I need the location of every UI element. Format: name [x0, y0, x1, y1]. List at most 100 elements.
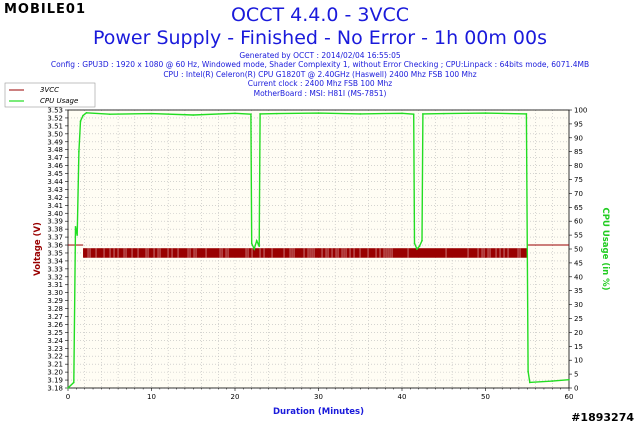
y2-tick-label: 25 [574, 315, 583, 323]
y-tick-label: 3.44 [47, 178, 63, 186]
y-tick-label: 3.47 [47, 154, 63, 162]
y2-tick-label: 45 [574, 259, 583, 267]
y-tick-label: 3.50 [47, 130, 63, 138]
y2-tick-label: 35 [574, 287, 583, 295]
info-clock: Current clock : 2400 Mhz FSB 100 Mhz [247, 79, 393, 88]
x-tick-label: 50 [481, 393, 490, 401]
cpu-usage-point [76, 234, 78, 236]
y2-tick-label: 80 [574, 162, 583, 170]
y-tick-label: 3.46 [47, 162, 63, 170]
cpu-usage-point [422, 113, 424, 115]
y-tick-label: 3.21 [47, 361, 63, 369]
y2-tick-label: 10 [574, 357, 583, 365]
cpu-usage-point [412, 113, 415, 115]
cpu-usage-point [413, 242, 416, 245]
y-tick-label: 3.28 [47, 305, 63, 313]
y2-tick-label: 40 [574, 273, 583, 281]
y-tick-label: 3.35 [47, 249, 63, 257]
y2-tick-label: 15 [574, 343, 583, 351]
y2-tick-label: 30 [574, 301, 583, 309]
y-tick-label: 3.25 [47, 329, 63, 337]
x-tick-label: 0 [66, 393, 70, 401]
y-tick-label: 3.18 [47, 385, 63, 393]
y2-tick-label: 50 [574, 246, 583, 254]
x-axis-label: Duration (Minutes) [273, 407, 364, 417]
y-tick-label: 3.20 [47, 369, 63, 377]
x-tick-label: 10 [147, 393, 156, 401]
cpu-usage-point [568, 378, 570, 381]
cpu-usage-point [250, 113, 252, 115]
y2-tick-label: 85 [574, 148, 583, 156]
x-tick-label: 30 [314, 393, 323, 401]
y-tick-label: 3.40 [47, 210, 63, 218]
chart-subtitle: Power Supply - Finished - No Error - 1h … [92, 27, 548, 49]
y-tick-label: 3.51 [47, 122, 63, 130]
y-tick-label: 3.22 [47, 353, 63, 361]
y-tick-label: 3.48 [47, 146, 63, 154]
y2-tick-label: 100 [574, 107, 587, 115]
y2-tick-label: 95 [574, 120, 583, 128]
info-generated: Generated by OCCT : 2014/02/04 16:55:05 [239, 51, 401, 60]
y-axis-label: Voltage (V) [33, 222, 43, 276]
cpu-usage-point [421, 239, 423, 242]
cpu-usage-point [527, 370, 529, 373]
y-tick-label: 3.49 [47, 138, 63, 146]
x-tick-label: 60 [565, 393, 574, 401]
watermark-id: #1893274 [571, 411, 634, 424]
y-tick-label: 3.19 [47, 377, 63, 385]
y-tick-label: 3.23 [47, 345, 63, 353]
plot-frame [67, 109, 570, 389]
y-tick-label: 3.39 [47, 218, 63, 226]
chart-title: OCCT 4.4.0 - 3VCC [230, 4, 410, 26]
y-tick-label: 3.43 [47, 186, 63, 194]
cpu-usage-point [234, 112, 236, 115]
y-tick-label: 3.30 [47, 289, 63, 297]
x-tick-label: 40 [398, 393, 407, 401]
y2-tick-label: 5 [574, 371, 578, 379]
y2-tick-label: 20 [574, 329, 583, 337]
cpu-usage-point [416, 248, 418, 250]
legend-box [4, 82, 96, 108]
y2-tick-label: 65 [574, 204, 583, 212]
y-tick-label: 3.36 [47, 242, 63, 250]
cpu-usage-point [253, 248, 256, 250]
cpu-usage-point [359, 113, 362, 115]
cpu-usage-point [525, 113, 528, 115]
cpu-usage-point [418, 245, 421, 248]
cpu-usage-point [528, 381, 531, 384]
y2-tick-label: 60 [574, 218, 583, 226]
cpu-usage-point [551, 380, 554, 382]
cpu-usage-point [250, 242, 253, 245]
cpu-usage-point [78, 150, 80, 153]
y-tick-label: 3.24 [47, 337, 63, 345]
cpu-usage-point [275, 112, 278, 115]
cpu-usage-point [484, 112, 487, 114]
y2-tick-label: 90 [574, 134, 583, 142]
y-tick-label: 3.45 [47, 170, 63, 178]
y-tick-label: 3.53 [47, 107, 63, 115]
y-tick-label: 3.29 [47, 297, 63, 305]
info-motherboard: MotherBoard : MSI: H81I (MS-7851) [253, 89, 387, 98]
y-tick-label: 3.42 [47, 194, 63, 202]
y-tick-label: 3.32 [47, 273, 63, 281]
cpu-usage-point [401, 112, 403, 115]
cpu-usage-point [82, 114, 84, 117]
info-cpu: CPU : Intel(R) Celeron(R) CPU G1820T @ 2… [163, 70, 477, 79]
cpu-usage-point [192, 114, 195, 116]
cpu-usage-point [73, 381, 75, 384]
y2-tick-label: 70 [574, 190, 583, 198]
cpu-usage-point [74, 225, 77, 228]
cpu-usage-point [259, 113, 261, 115]
mobile01-logo: MOBILE01 [4, 2, 86, 17]
x-tick-label: 20 [231, 393, 240, 401]
y-tick-label: 3.26 [47, 321, 63, 329]
y2-tick-label: 0 [574, 385, 578, 393]
y-tick-label: 3.27 [47, 313, 63, 321]
voltage-band [83, 248, 528, 258]
legend-label-3vcc: 3VCC [40, 86, 59, 94]
info-config: Config : GPU3D : 1920 x 1080 @ 60 Hz, Wi… [50, 60, 590, 69]
y2-tick-label: 75 [574, 176, 583, 184]
cpu-usage-point [150, 112, 153, 115]
y-tick-label: 3.31 [47, 281, 63, 289]
